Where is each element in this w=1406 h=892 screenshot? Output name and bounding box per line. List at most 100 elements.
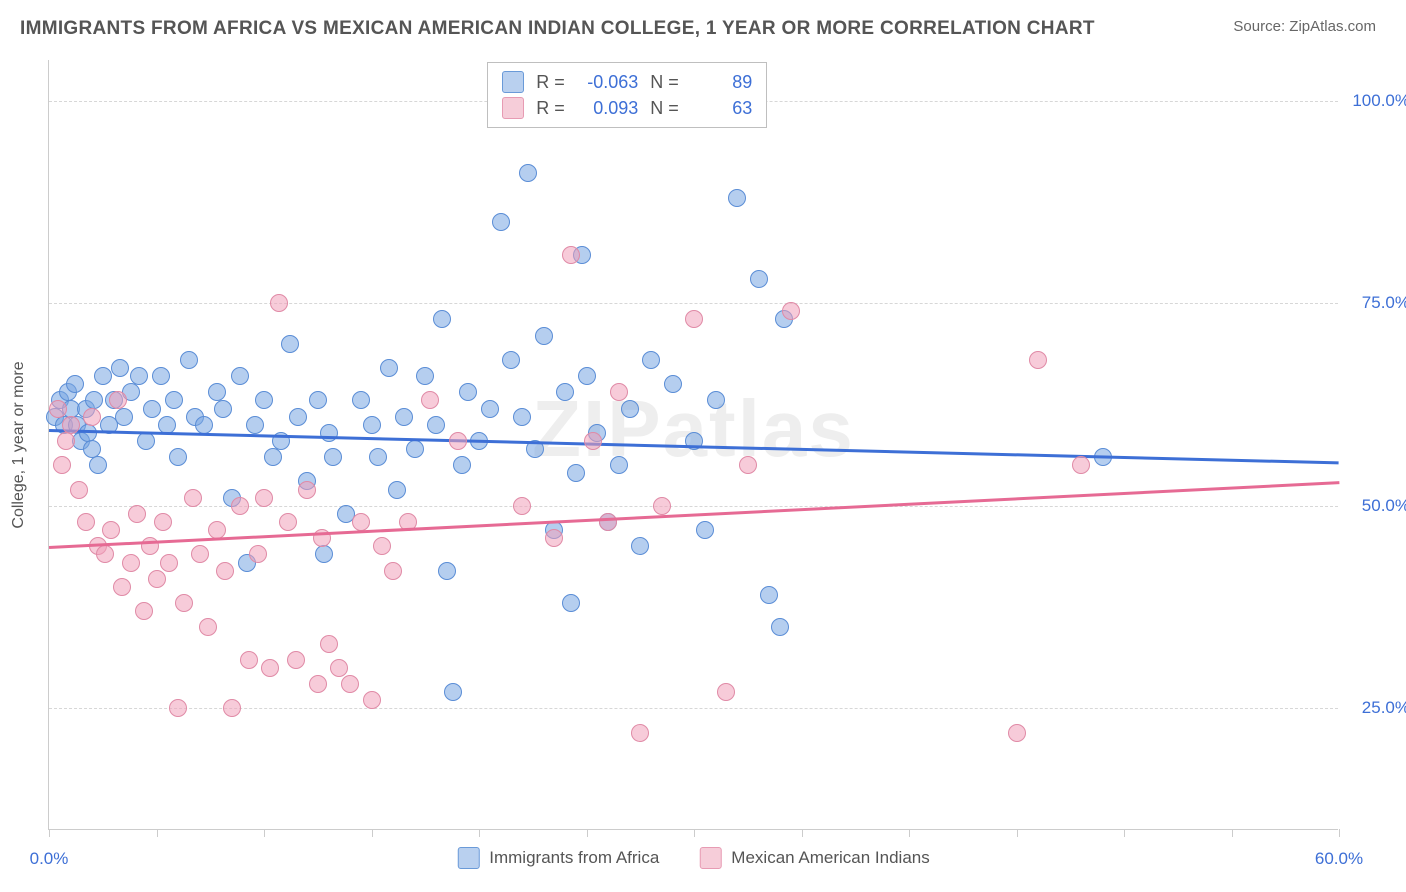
scatter-point	[545, 529, 563, 547]
scatter-point	[696, 521, 714, 539]
scatter-point	[562, 594, 580, 612]
legend-label: Mexican American Indians	[731, 848, 929, 868]
legend-swatch	[457, 847, 479, 869]
scatter-point	[199, 618, 217, 636]
x-tick	[802, 829, 803, 837]
trend-line	[49, 481, 1339, 548]
legend-row: R =0.093N =63	[502, 95, 752, 121]
scatter-point	[289, 408, 307, 426]
scatter-point	[453, 456, 471, 474]
scatter-point	[556, 383, 574, 401]
scatter-point	[89, 456, 107, 474]
scatter-point	[309, 391, 327, 409]
scatter-point	[750, 270, 768, 288]
scatter-point	[685, 310, 703, 328]
scatter-point	[57, 432, 75, 450]
legend-item: Mexican American Indians	[699, 847, 929, 869]
scatter-point	[320, 424, 338, 442]
scatter-point	[315, 545, 333, 563]
scatter-point	[363, 416, 381, 434]
scatter-point	[621, 400, 639, 418]
legend-r-value: -0.063	[578, 72, 638, 93]
scatter-point	[610, 456, 628, 474]
legend-r-label: R =	[536, 98, 566, 119]
scatter-point	[459, 383, 477, 401]
scatter-point	[562, 246, 580, 264]
scatter-point	[128, 505, 146, 523]
scatter-point	[406, 440, 424, 458]
legend-r-value: 0.093	[578, 98, 638, 119]
scatter-point	[175, 594, 193, 612]
scatter-point	[1029, 351, 1047, 369]
scatter-point	[180, 351, 198, 369]
scatter-point	[85, 391, 103, 409]
scatter-point	[152, 367, 170, 385]
watermark: ZIPatlas	[532, 383, 855, 475]
scatter-point	[281, 335, 299, 353]
scatter-point	[130, 367, 148, 385]
source-label: Source:	[1233, 18, 1285, 35]
scatter-point	[653, 497, 671, 515]
legend-row: R =-0.063N =89	[502, 69, 752, 95]
scatter-point	[363, 691, 381, 709]
scatter-point	[79, 424, 97, 442]
scatter-point	[388, 481, 406, 499]
gridline	[49, 708, 1338, 709]
scatter-point	[77, 513, 95, 531]
scatter-point	[707, 391, 725, 409]
scatter-point	[154, 513, 172, 531]
x-tick-label: 0.0%	[30, 849, 69, 869]
scatter-point	[513, 408, 531, 426]
source-name[interactable]: ZipAtlas.com	[1289, 18, 1376, 35]
scatter-point	[287, 651, 305, 669]
legend-n-label: N =	[650, 98, 680, 119]
scatter-point	[111, 359, 129, 377]
scatter-point	[330, 659, 348, 677]
scatter-point	[519, 164, 537, 182]
scatter-point	[438, 562, 456, 580]
scatter-point	[449, 432, 467, 450]
scatter-point	[240, 651, 258, 669]
scatter-point	[298, 481, 316, 499]
scatter-point	[66, 375, 84, 393]
x-tick	[909, 829, 910, 837]
scatter-point	[270, 294, 288, 312]
scatter-point	[169, 448, 187, 466]
scatter-point	[535, 327, 553, 345]
scatter-point	[279, 513, 297, 531]
scatter-point	[433, 310, 451, 328]
scatter-point	[53, 456, 71, 474]
x-tick	[1232, 829, 1233, 837]
scatter-point	[717, 683, 735, 701]
x-tick	[1124, 829, 1125, 837]
y-tick-label: 25.0%	[1346, 698, 1406, 718]
scatter-point	[109, 391, 127, 409]
x-tick	[587, 829, 588, 837]
scatter-point	[599, 513, 617, 531]
scatter-point	[255, 391, 273, 409]
scatter-point	[320, 635, 338, 653]
scatter-point	[255, 489, 273, 507]
scatter-point	[115, 408, 133, 426]
scatter-chart: College, 1 year or more ZIPatlas 25.0%50…	[48, 60, 1338, 830]
scatter-point	[137, 432, 155, 450]
scatter-point	[49, 400, 67, 418]
scatter-point	[444, 683, 462, 701]
y-axis-title: College, 1 year or more	[10, 361, 28, 528]
scatter-point	[782, 302, 800, 320]
scatter-point	[102, 521, 120, 539]
scatter-point	[492, 213, 510, 231]
x-tick	[1339, 829, 1340, 837]
scatter-point	[395, 408, 413, 426]
x-tick-label: 60.0%	[1315, 849, 1363, 869]
scatter-point	[94, 367, 112, 385]
scatter-point	[578, 367, 596, 385]
legend-swatch	[699, 847, 721, 869]
scatter-point	[143, 400, 161, 418]
scatter-point	[664, 375, 682, 393]
scatter-point	[223, 699, 241, 717]
scatter-point	[513, 497, 531, 515]
scatter-point	[631, 724, 649, 742]
series-legend: Immigrants from AfricaMexican American I…	[457, 847, 929, 869]
scatter-point	[728, 189, 746, 207]
